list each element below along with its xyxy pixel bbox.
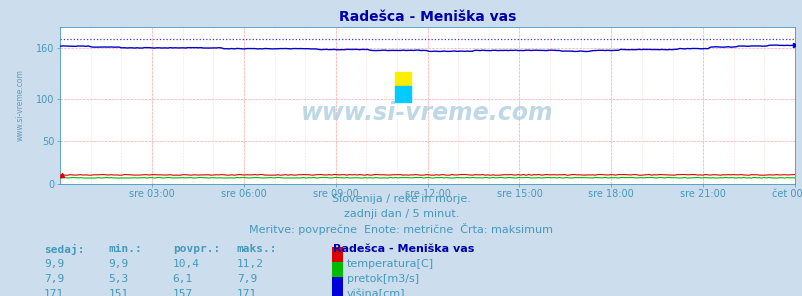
Text: 171: 171 [237,289,257,296]
Text: povpr.:: povpr.: [172,244,220,254]
Text: 157: 157 [172,289,192,296]
Title: Radešca - Meniška vas: Radešca - Meniška vas [338,10,516,24]
Bar [394,72,410,89]
Text: Slovenija / reke in morje.: Slovenija / reke in morje. [332,194,470,204]
Text: www.si-vreme.com: www.si-vreme.com [15,69,24,141]
Text: maks.:: maks.: [237,244,277,254]
Text: 9,9: 9,9 [44,259,64,269]
Text: temperatura[C]: temperatura[C] [346,259,433,269]
Text: sedaj:: sedaj: [44,244,84,255]
Text: 7,9: 7,9 [44,274,64,284]
Text: www.si-vreme.com: www.si-vreme.com [301,101,553,125]
Text: 10,4: 10,4 [172,259,200,269]
Text: zadnji dan / 5 minut.: zadnji dan / 5 minut. [343,209,459,219]
Text: 9,9: 9,9 [108,259,128,269]
Text: 6,1: 6,1 [172,274,192,284]
Text: 7,9: 7,9 [237,274,257,284]
Text: 5,3: 5,3 [108,274,128,284]
Text: Meritve: povprečne  Enote: metrične  Črta: maksimum: Meritve: povprečne Enote: metrične Črta:… [249,223,553,236]
Bar [394,86,410,102]
Text: Radešca - Meniška vas: Radešca - Meniška vas [333,244,474,254]
Text: višina[cm]: višina[cm] [346,289,405,296]
Text: min.:: min.: [108,244,142,254]
Text: 151: 151 [108,289,128,296]
Text: 11,2: 11,2 [237,259,264,269]
Text: pretok[m3/s]: pretok[m3/s] [346,274,419,284]
Text: 171: 171 [44,289,64,296]
